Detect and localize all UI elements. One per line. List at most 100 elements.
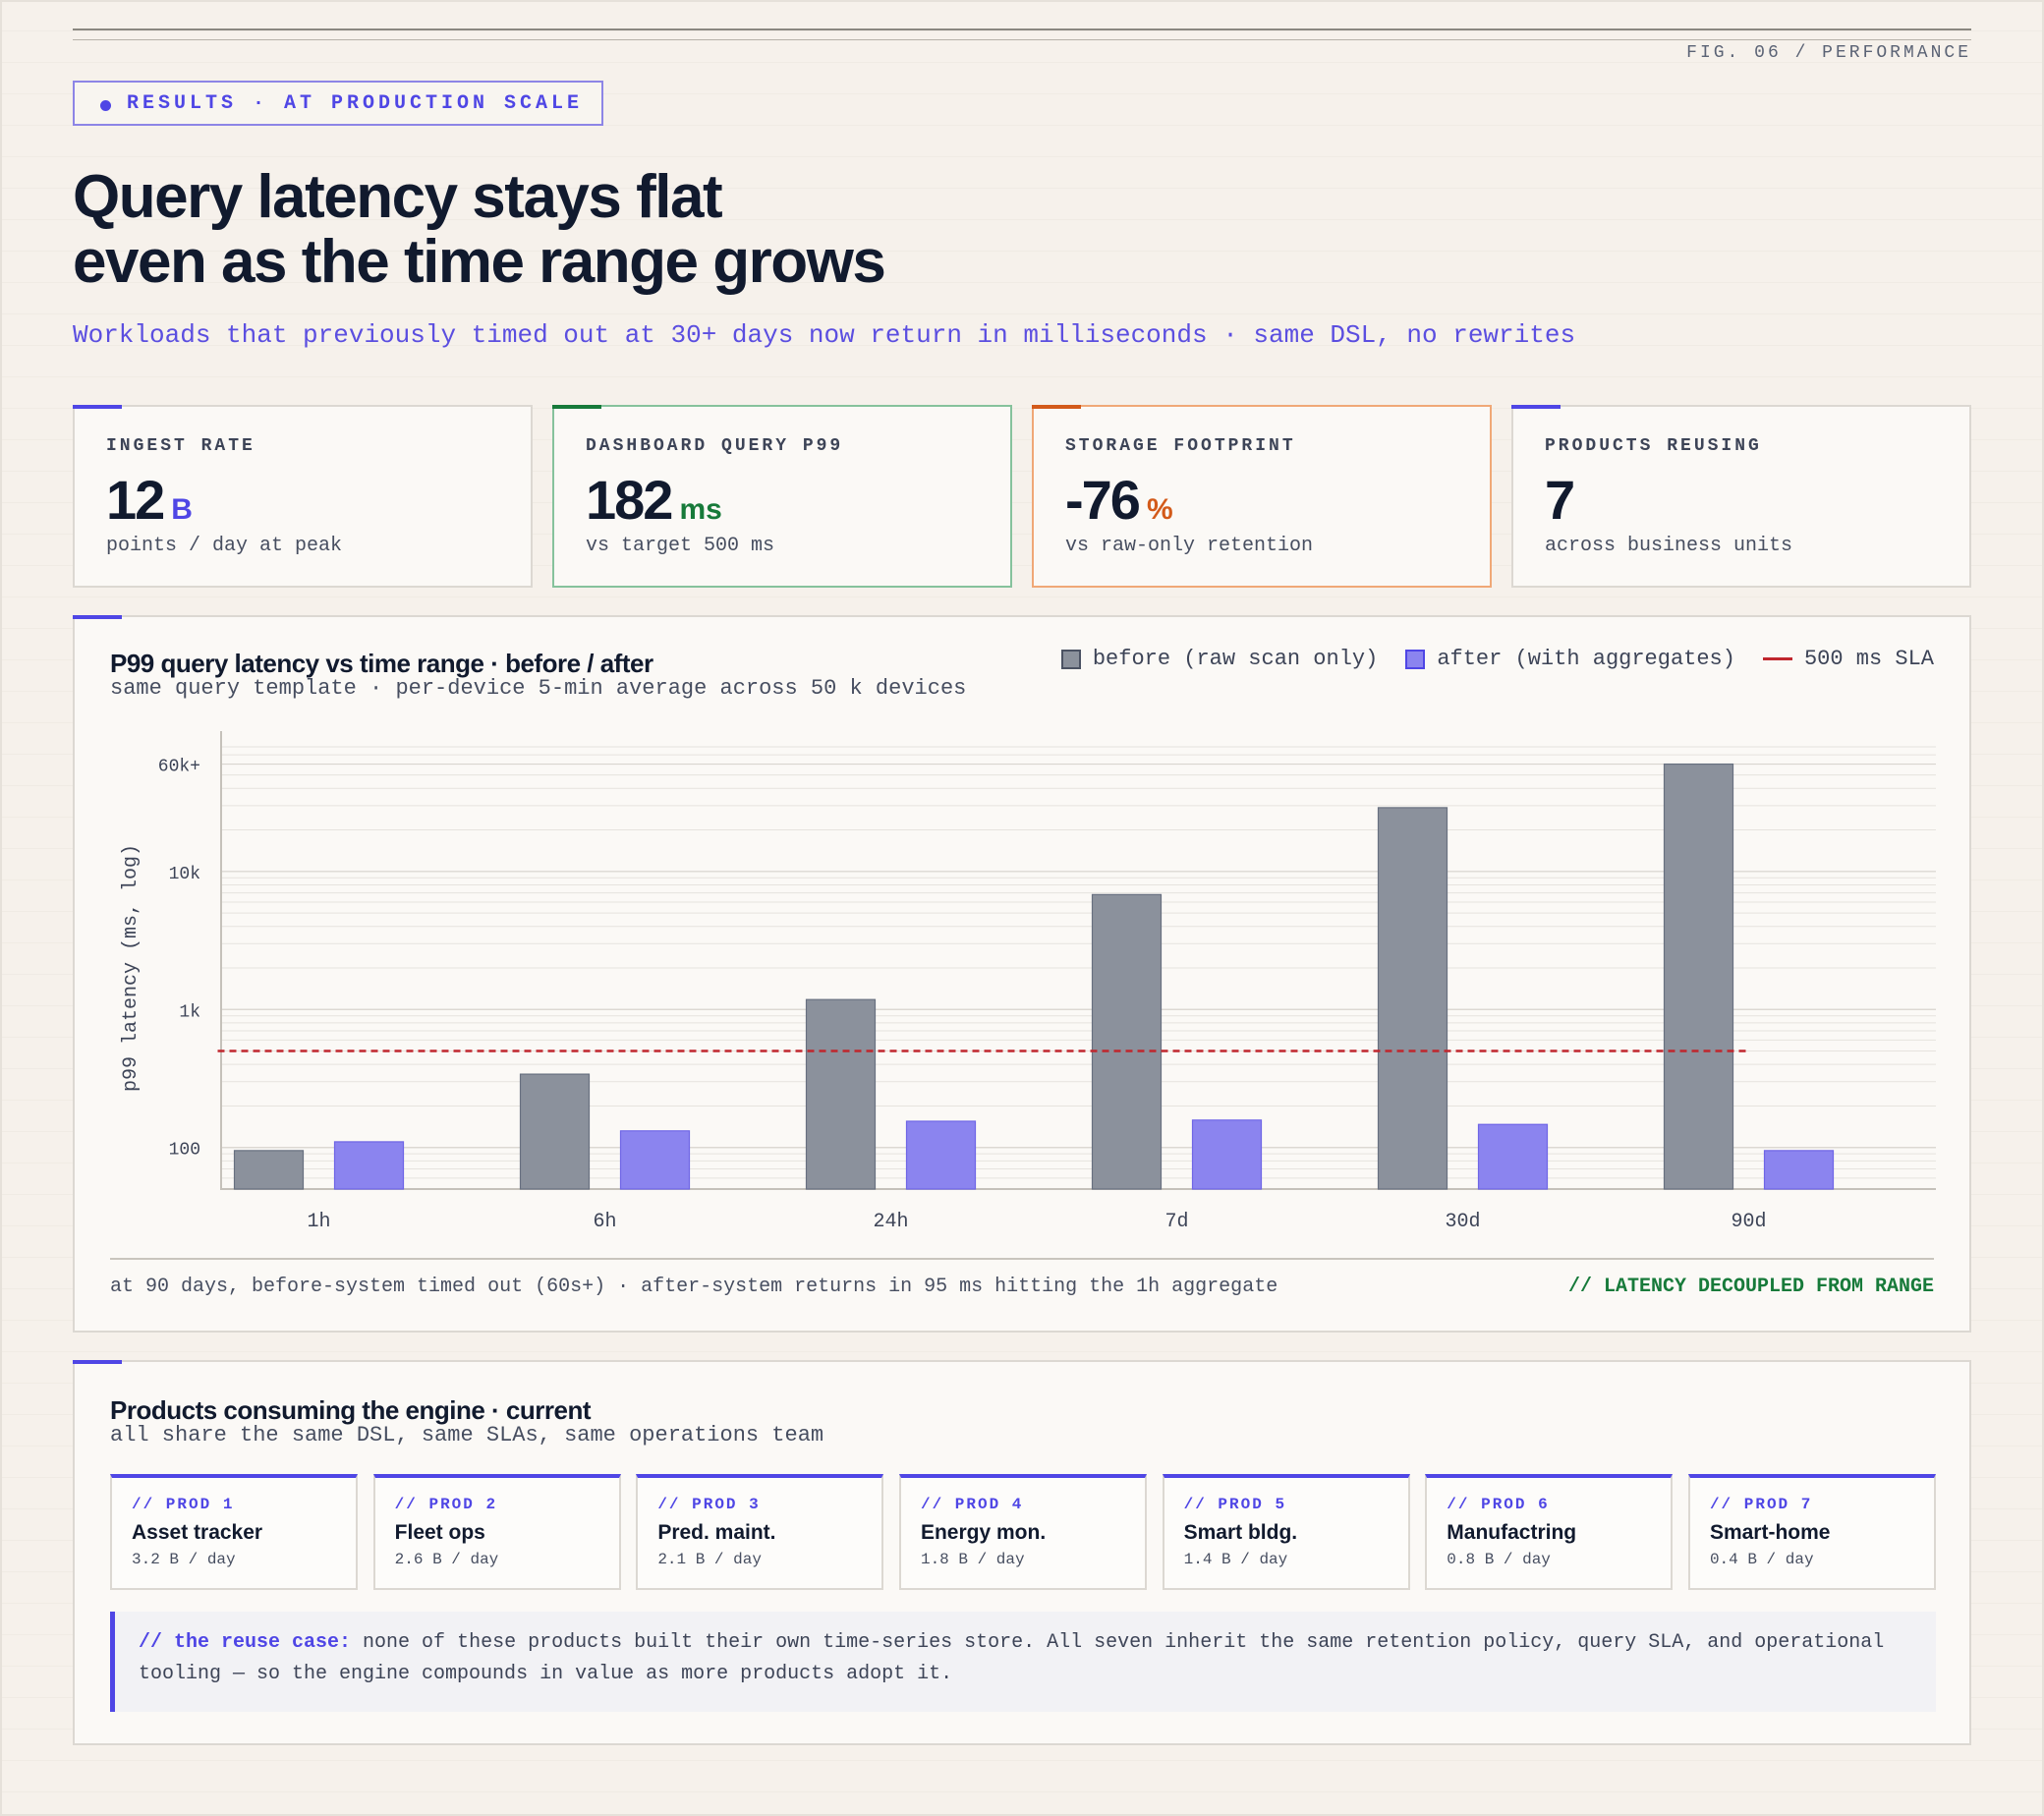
product-card: // PROD 3 Pred. maint. 2.1 B / day — [636, 1474, 884, 1590]
product-name: Smart-home — [1709, 1521, 1831, 1544]
title-line-2: even as the time range grows — [73, 228, 886, 296]
legend-swatch-before — [1060, 649, 1081, 669]
kpi-card-products-reusing: PRODUCTS REUSING 7 across business units — [1511, 405, 1971, 588]
product-name: Energy mon. — [920, 1521, 1047, 1544]
product-name: Fleet ops — [394, 1521, 485, 1544]
legend-label-sla: 500 ms SLA — [1803, 647, 1934, 671]
product-name: Manufactring — [1447, 1521, 1577, 1544]
latency-chart-panel: 100 1k 10k 60k+ p99 latency (ms, log) 1h 6h 24h… — [73, 615, 1971, 1333]
legend-swatch-after — [1405, 649, 1426, 669]
chart-legend: before (raw scan only) after (with aggre… — [1034, 647, 1934, 671]
latency-chart: 100 1k 10k 60k+ p99 latency (ms, log) 1h 6h 24h… — [120, 731, 1936, 1233]
products-panel: Products consuming the engine · current … — [73, 1360, 1971, 1745]
y-tick-label: 1k — [179, 1002, 200, 1022]
kpi-number: 7 — [1545, 469, 1575, 531]
y-axis-label: p99 latency (ms, log) — [120, 844, 142, 1092]
product-tag: // PROD 4 — [920, 1496, 1024, 1513]
page-subtitle: Workloads that previously timed out at 3… — [73, 320, 1576, 350]
kpi-accent — [552, 405, 601, 409]
kpi-card-dashboard-query-p99: DASHBOARD QUERY P99 182 ms vs target 500… — [552, 405, 1012, 588]
figure-label: FIG. 06 / PERFORMANCE — [1686, 43, 1971, 63]
product-name: Smart bldg. — [1183, 1521, 1298, 1544]
y-tick-label: 60k+ — [158, 758, 200, 777]
bar-before — [1663, 763, 1734, 1190]
product-rate: 2.6 B / day — [394, 1551, 499, 1568]
product-name: Pred. maint. — [657, 1521, 776, 1544]
product-rate: 2.1 B / day — [657, 1551, 762, 1568]
product-name: Asset tracker — [132, 1521, 263, 1544]
x-tick-label: 1h — [307, 1211, 330, 1233]
top-rule-thin — [73, 39, 1971, 40]
bar-before — [519, 1073, 591, 1190]
callout-lead: // the reuse case: — [139, 1631, 352, 1654]
product-tag: // PROD 3 — [657, 1496, 761, 1513]
legend-label-after: after (with aggregates) — [1437, 647, 1735, 671]
product-rate: 1.8 B / day — [920, 1551, 1025, 1568]
reuse-callout: // the reuse case: none of these product… — [110, 1612, 1936, 1712]
kpi-card-ingest-rate: INGEST RATE 12 B points / day at peak — [73, 405, 533, 588]
bar-after — [619, 1130, 691, 1190]
bar-after — [1477, 1123, 1549, 1190]
product-rate: 0.8 B / day — [1447, 1551, 1551, 1568]
chart-tag: // LATENCY DECOUPLED FROM RANGE — [1567, 1276, 1934, 1298]
legend-item-sla: 500 ms SLA — [1762, 647, 1934, 671]
badge-dot-icon — [100, 99, 111, 111]
kpi-unit: % — [1146, 493, 1173, 526]
bar-after — [1191, 1119, 1263, 1190]
products-title: Products consuming the engine · current — [110, 1395, 592, 1425]
chart-footer-rule — [110, 1258, 1934, 1260]
product-rate: 0.4 B / day — [1709, 1551, 1814, 1568]
product-rate: 1.4 B / day — [1183, 1551, 1288, 1568]
kpi-value: 7 — [1545, 468, 1581, 532]
callout-text: none of these products built their own t… — [139, 1631, 1885, 1685]
bar-after — [905, 1120, 977, 1190]
kpi-sub: vs target 500 ms — [586, 535, 775, 557]
kpi-sub: vs raw-only retention — [1065, 535, 1314, 557]
products-row: // PROD 1 Asset tracker 3.2 B / day // P… — [110, 1474, 1936, 1590]
kpi-number: 182 — [586, 469, 673, 531]
product-tag: // PROD 1 — [132, 1496, 235, 1513]
legend-item-after: after (with aggregates) — [1405, 647, 1735, 671]
kpi-card-storage-footprint: STORAGE FOOTPRINT -76 % vs raw-only rete… — [1032, 405, 1492, 588]
kpi-sub: across business units — [1545, 535, 1793, 557]
x-tick-label: 7d — [1164, 1211, 1188, 1233]
x-tick-label: 24h — [873, 1211, 908, 1233]
kpi-label: STORAGE FOOTPRINT — [1065, 436, 1296, 456]
kpi-label: DASHBOARD QUERY P99 — [586, 436, 844, 456]
kpi-unit: B — [171, 493, 193, 526]
title-line-1: Query latency stays flat — [73, 163, 723, 231]
y-tick-label: 100 — [169, 1141, 200, 1161]
kpi-value: 12 B — [106, 468, 193, 532]
products-subtitle: all share the same DSL, same SLAs, same … — [110, 1423, 824, 1447]
panel-accent — [73, 615, 122, 619]
top-rule — [73, 28, 1971, 30]
product-card: // PROD 4 Energy mon. 1.8 B / day — [898, 1474, 1147, 1590]
product-rate: 3.2 B / day — [132, 1551, 236, 1568]
bar-before — [233, 1150, 305, 1190]
product-card: // PROD 6 Manufactring 0.8 B / day — [1425, 1474, 1674, 1590]
kpi-label: INGEST RATE — [106, 436, 256, 456]
product-card: // PROD 1 Asset tracker 3.2 B / day — [110, 1474, 358, 1590]
product-card: // PROD 5 Smart bldg. 1.4 B / day — [1162, 1474, 1410, 1590]
x-tick-label: 6h — [593, 1211, 616, 1233]
kpi-accent — [1032, 405, 1081, 409]
kpi-accent — [73, 405, 122, 409]
product-card: // PROD 7 Smart-home 0.4 B / day — [1687, 1474, 1936, 1590]
product-tag: // PROD 5 — [1183, 1496, 1287, 1513]
y-tick-label: 10k — [169, 865, 200, 884]
product-tag: // PROD 7 — [1709, 1496, 1813, 1513]
chart-footnote: at 90 days, before-system timed out (60s… — [110, 1276, 1278, 1298]
kpi-sub: points / day at peak — [106, 535, 343, 557]
kpi-unit: ms — [679, 493, 722, 526]
product-tag: // PROD 6 — [1447, 1496, 1550, 1513]
legend-item-before: before (raw scan only) — [1060, 647, 1378, 671]
panel-accent — [73, 1360, 122, 1364]
kpi-label: PRODUCTS REUSING — [1545, 436, 1762, 456]
product-tag: // PROD 2 — [394, 1496, 498, 1513]
kpi-number: -76 — [1065, 469, 1141, 531]
section-badge: RESULTS · AT PRODUCTION SCALE — [73, 81, 603, 126]
page-title: Query latency stays flat even as the tim… — [73, 165, 1252, 295]
kpi-number: 12 — [106, 469, 165, 531]
bar-after — [1763, 1150, 1835, 1190]
